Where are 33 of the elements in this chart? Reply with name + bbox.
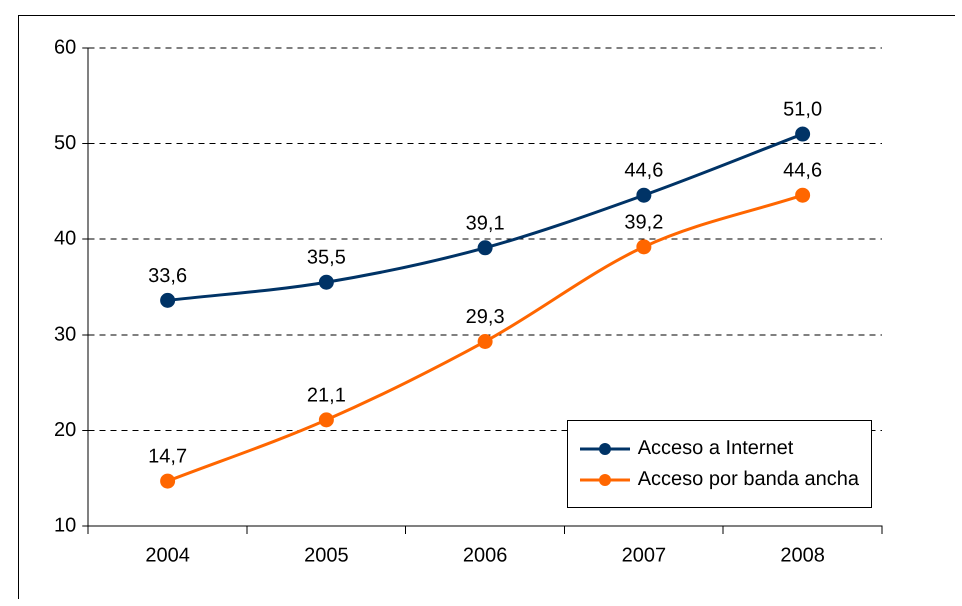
legend-label: Acceso a Internet bbox=[638, 437, 794, 460]
data-label: 39,2 bbox=[624, 211, 664, 234]
x-tick-label: 2008 bbox=[780, 544, 825, 567]
point bbox=[318, 412, 334, 428]
x-tick-label: 2006 bbox=[462, 544, 508, 567]
data-label: 39,1 bbox=[466, 212, 505, 234]
data-label: 14,7 bbox=[148, 446, 188, 468]
x-tick-label: 2007 bbox=[622, 544, 666, 567]
data-label: 29,3 bbox=[466, 306, 505, 328]
y-tick-label: 20 bbox=[54, 418, 76, 441]
y-tick-label: 10 bbox=[54, 514, 76, 537]
point bbox=[478, 240, 493, 256]
legend-label: Acceso por banda ancha bbox=[638, 468, 859, 491]
point bbox=[636, 188, 652, 203]
point bbox=[478, 334, 493, 349]
data-label: 35,5 bbox=[306, 246, 346, 269]
y-tick-label: 60 bbox=[54, 36, 76, 59]
y-tick-label: 30 bbox=[54, 323, 76, 346]
data-label: 51,0 bbox=[783, 98, 822, 121]
point bbox=[160, 474, 176, 489]
y-tick-label: 40 bbox=[54, 228, 76, 250]
x-tick-label: 2004 bbox=[145, 544, 190, 567]
point bbox=[636, 239, 652, 254]
point bbox=[795, 188, 810, 203]
data-label: 33,6 bbox=[148, 264, 188, 287]
data-label: 44,6 bbox=[783, 160, 822, 182]
point bbox=[318, 274, 334, 290]
data-label: 21,1 bbox=[306, 384, 346, 406]
point bbox=[795, 126, 810, 142]
y-tick-label: 50 bbox=[54, 132, 76, 154]
data-label: 44,6 bbox=[624, 160, 664, 182]
point bbox=[160, 292, 176, 308]
x-tick-label: 2005 bbox=[304, 544, 349, 567]
